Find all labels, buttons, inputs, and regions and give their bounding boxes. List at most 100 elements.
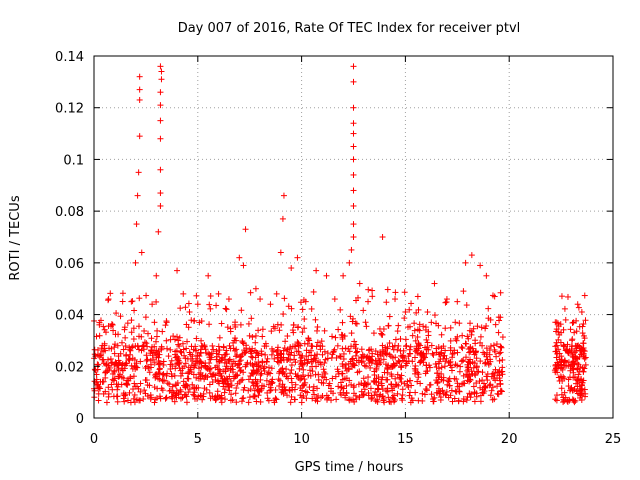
- data-point: [148, 335, 155, 342]
- data-point: [409, 358, 416, 365]
- data-point: [172, 392, 179, 399]
- data-point: [314, 339, 321, 346]
- data-point: [480, 349, 487, 356]
- data-point: [112, 331, 119, 338]
- data-point: [210, 346, 217, 353]
- data-point: [218, 394, 225, 401]
- data-point: [114, 342, 121, 349]
- data-point: [456, 320, 463, 327]
- data-point: [418, 358, 425, 365]
- data-point: [307, 372, 314, 379]
- data-point: [234, 351, 241, 358]
- data-point: [441, 363, 448, 370]
- data-point: [121, 392, 128, 399]
- data-point: [401, 354, 408, 361]
- data-point: [230, 358, 237, 365]
- data-point: [114, 383, 121, 390]
- data-point: [422, 344, 429, 351]
- data-point: [372, 348, 379, 355]
- data-point: [398, 395, 405, 402]
- data-point: [262, 351, 269, 358]
- data-point: [368, 395, 375, 402]
- data-point: [491, 396, 498, 403]
- data-point: [361, 362, 368, 369]
- data-point: [219, 355, 226, 362]
- data-point: [373, 366, 380, 373]
- data-point: [454, 362, 461, 369]
- data-point: [470, 364, 477, 371]
- data-point: [176, 334, 183, 341]
- data-point: [492, 366, 499, 373]
- data-point: [157, 360, 164, 367]
- data-point: [394, 328, 401, 335]
- data-point: [426, 364, 433, 371]
- data-point: [163, 372, 170, 379]
- data-point: [470, 383, 477, 390]
- data-point: [497, 381, 504, 388]
- data-point: [153, 298, 160, 305]
- data-point: [467, 348, 474, 355]
- data-point: [191, 385, 198, 392]
- data-point: [276, 382, 283, 389]
- data-point: [399, 391, 406, 398]
- data-point: [329, 351, 336, 358]
- data-point: [271, 397, 278, 404]
- data-point: [278, 321, 285, 328]
- data-point: [485, 361, 492, 368]
- data-point: [115, 353, 122, 360]
- data-point: [447, 337, 454, 344]
- data-point: [155, 361, 162, 368]
- data-point: [218, 320, 225, 327]
- data-point: [247, 289, 254, 296]
- data-point: [397, 347, 404, 354]
- data-point: [374, 385, 381, 392]
- data-point: [255, 327, 262, 334]
- data-point: [319, 343, 326, 350]
- data-point: [386, 313, 393, 320]
- data-point: [376, 325, 383, 332]
- data-point: [102, 388, 109, 395]
- data-point: [151, 359, 158, 366]
- data-point: [480, 380, 487, 387]
- data-point: [269, 379, 276, 386]
- data-point: [277, 377, 284, 384]
- data-point: [302, 388, 309, 395]
- data-point: [473, 363, 480, 370]
- data-point: [187, 351, 194, 358]
- data-point: [402, 336, 409, 343]
- data-point: [483, 353, 490, 360]
- data-point: [499, 334, 506, 341]
- data-point: [229, 396, 236, 403]
- data-point: [108, 381, 115, 388]
- data-point: [496, 375, 503, 382]
- data-point: [290, 329, 297, 336]
- data-point: [146, 369, 153, 376]
- data-point: [426, 381, 433, 388]
- data-point: [495, 391, 502, 398]
- data-point: [288, 305, 295, 312]
- data-point: [268, 365, 275, 372]
- data-point: [109, 386, 116, 393]
- data-point: [342, 394, 349, 401]
- data-point: [223, 306, 230, 313]
- data-point: [263, 358, 270, 365]
- data-point: [429, 350, 436, 357]
- data-point: [313, 363, 320, 370]
- data-point: [176, 343, 183, 350]
- data-point: [334, 366, 341, 373]
- data-point: [177, 367, 184, 374]
- data-point: [189, 381, 196, 388]
- data-point: [392, 354, 399, 361]
- data-point: [423, 368, 430, 375]
- data-point: [367, 364, 374, 371]
- data-point: [148, 364, 155, 371]
- data-point: [119, 367, 126, 374]
- data-point: [401, 289, 408, 296]
- data-point: [284, 392, 291, 399]
- data-point: [206, 321, 213, 328]
- data-point: [244, 359, 251, 366]
- data-point: [413, 309, 420, 316]
- data-point: [209, 342, 216, 349]
- data-point: [103, 399, 110, 406]
- data-point: [308, 358, 315, 365]
